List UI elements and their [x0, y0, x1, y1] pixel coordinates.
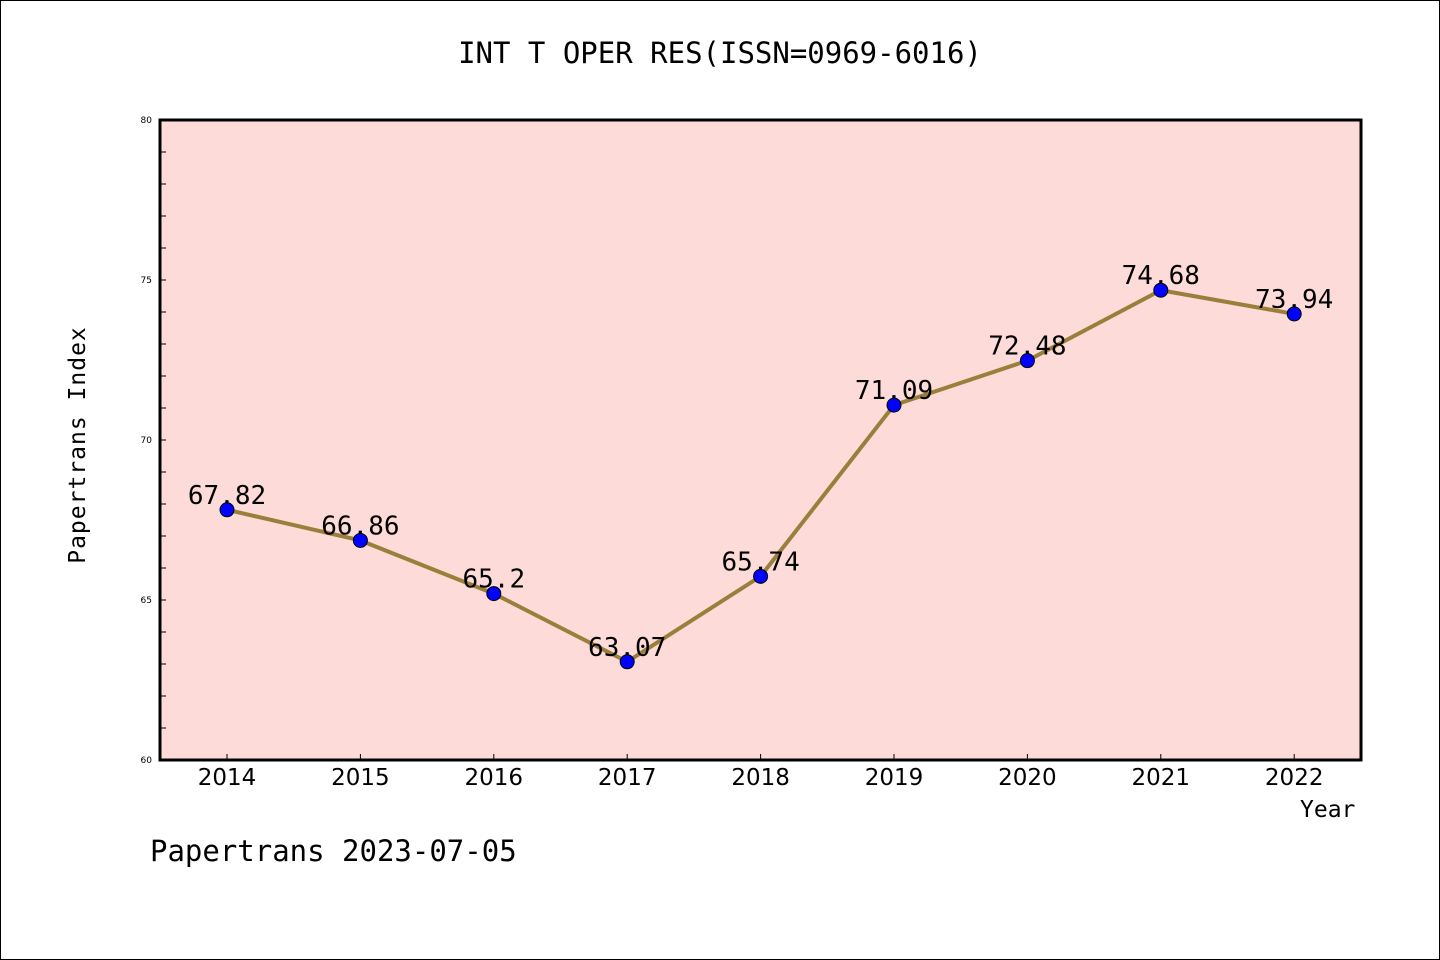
y-tick-label: 80 — [141, 116, 153, 126]
data-point — [1153, 282, 1169, 298]
x-tick-label: 2014 — [198, 765, 257, 791]
y-tick-label: 60 — [141, 756, 153, 766]
chart-title: INT T OPER RES(ISSN=0969-6016) — [458, 36, 982, 70]
x-tick-label: 2021 — [1132, 765, 1191, 791]
data-point — [352, 532, 368, 548]
y-tick-label: 75 — [141, 276, 152, 286]
x-tick-label: 2016 — [465, 765, 524, 791]
x-tick-label: 2022 — [1265, 765, 1324, 791]
data-point — [486, 586, 502, 602]
data-point — [619, 654, 635, 670]
x-tick-label: 2019 — [865, 765, 924, 791]
x-tick-label: 2017 — [598, 765, 657, 791]
x-tick-label: 2015 — [331, 765, 390, 791]
data-point — [1019, 353, 1035, 369]
plot-area — [160, 120, 1361, 760]
data-point — [753, 568, 769, 584]
x-tick-label: 2018 — [731, 765, 790, 791]
x-axis-label: Year — [1300, 797, 1356, 823]
footer-credit: Papertrans 2023-07-05 — [150, 834, 517, 868]
data-point — [1286, 306, 1302, 322]
x-tick-label: 2020 — [998, 765, 1057, 791]
data-point — [219, 502, 235, 518]
data-point — [886, 397, 902, 413]
y-tick-label: 65 — [141, 596, 152, 606]
y-tick-label: 70 — [141, 436, 153, 446]
plot-border — [158, 118, 1363, 762]
